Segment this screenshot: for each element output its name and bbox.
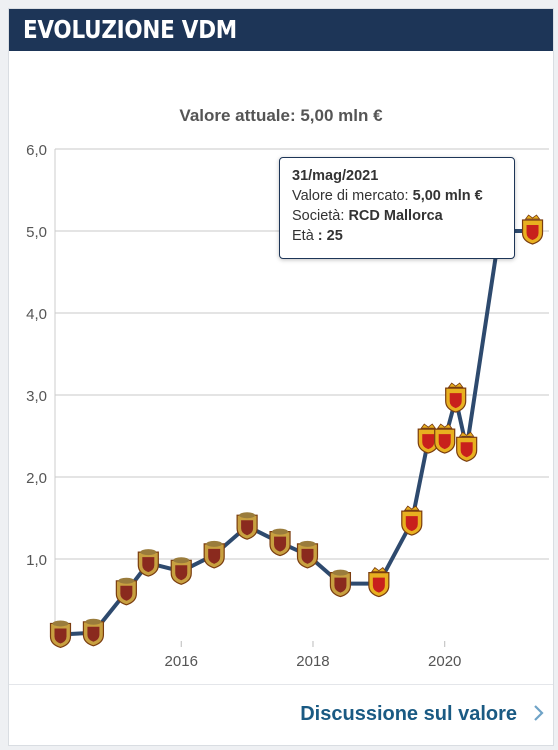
data-point[interactable] bbox=[456, 431, 478, 462]
data-point[interactable] bbox=[329, 569, 352, 598]
crest-inner bbox=[460, 442, 473, 458]
crest-inner bbox=[208, 548, 221, 564]
y-tick-label: 2,0 bbox=[26, 470, 47, 487]
tooltip-club-row: Società: RCD Mallorca bbox=[292, 206, 502, 226]
crest-inner bbox=[422, 434, 435, 450]
crest-top bbox=[85, 618, 102, 625]
crest-crown bbox=[524, 214, 541, 220]
tooltip-value-row: Valore di mercato: 5,00 mln € bbox=[292, 186, 502, 206]
crest-inner bbox=[175, 565, 188, 581]
current-value-label: Valore attuale: 5,00 mln € bbox=[179, 106, 383, 125]
data-point[interactable] bbox=[296, 540, 319, 569]
crest-crown bbox=[436, 423, 453, 429]
x-tick-label: 2018 bbox=[296, 653, 329, 670]
tooltip-value: 5,00 mln € bbox=[412, 188, 483, 204]
data-point[interactable] bbox=[269, 528, 291, 557]
crest-inner bbox=[274, 536, 287, 552]
crest-crown bbox=[403, 505, 420, 511]
market-value-card: EVOLUZIONE VDM Valore attuale: 5,00 mln … bbox=[8, 8, 554, 746]
y-tick-label: 6,0 bbox=[26, 142, 47, 159]
crest-inner bbox=[120, 585, 133, 601]
crest-crown bbox=[371, 567, 387, 572]
card-title: EVOLUZIONE VDM bbox=[23, 15, 237, 44]
data-point[interactable] bbox=[82, 618, 105, 647]
tooltip-age-label: Età bbox=[292, 228, 314, 244]
y-tick-label: 1,0 bbox=[26, 552, 47, 569]
crest-crown bbox=[420, 423, 437, 429]
crest-crown bbox=[458, 431, 475, 437]
crest-crown bbox=[447, 382, 464, 388]
crest-inner bbox=[87, 626, 100, 642]
y-tick-label: 4,0 bbox=[26, 306, 47, 323]
data-point[interactable] bbox=[417, 423, 439, 454]
crest-top bbox=[118, 577, 135, 584]
crest-inner bbox=[301, 548, 314, 564]
market-value-chart[interactable]: 1,0 2,0 3,0 4,0 5,0 6,0 2016 2018 2020 bbox=[9, 9, 555, 689]
data-point[interactable] bbox=[115, 577, 137, 606]
y-tick-label: 3,0 bbox=[26, 388, 47, 405]
tooltip-age-row: Età : 25 bbox=[292, 226, 502, 246]
data-point[interactable] bbox=[434, 423, 456, 454]
crest-top bbox=[239, 512, 256, 519]
card-header: EVOLUZIONE VDM bbox=[9, 9, 553, 51]
tooltip-club: RCD Mallorca bbox=[348, 208, 443, 224]
tooltip-value-label: Valore di mercato: bbox=[292, 188, 409, 204]
tooltip-club-label: Società: bbox=[292, 208, 345, 224]
x-tick-label: 2016 bbox=[165, 653, 198, 670]
crest-top bbox=[206, 540, 223, 547]
crest-inner bbox=[54, 628, 67, 644]
data-point[interactable] bbox=[236, 512, 258, 540]
crest-top bbox=[52, 620, 69, 627]
crest-inner bbox=[334, 577, 347, 593]
crest-top bbox=[173, 557, 190, 564]
crest-inner bbox=[241, 520, 254, 536]
crest-inner bbox=[526, 225, 539, 240]
crest-top bbox=[332, 569, 349, 576]
data-point[interactable] bbox=[445, 382, 467, 413]
data-point[interactable] bbox=[368, 567, 390, 598]
x-tick-label: 2020 bbox=[428, 653, 461, 670]
crest-inner bbox=[449, 393, 462, 409]
data-point[interactable] bbox=[521, 214, 544, 245]
value-discussion-link[interactable]: Discussione sul valore bbox=[300, 703, 517, 725]
tooltip-age-value: 25 bbox=[326, 228, 343, 244]
data-point[interactable] bbox=[401, 505, 423, 536]
crest-top bbox=[140, 549, 157, 556]
crest-inner bbox=[405, 516, 418, 532]
value-series-line bbox=[60, 229, 533, 637]
crest-top bbox=[299, 540, 316, 547]
crest-top bbox=[272, 528, 289, 535]
crest-inner bbox=[372, 577, 385, 593]
tooltip-date: 31/mag/2021 bbox=[292, 168, 379, 184]
data-point[interactable] bbox=[170, 557, 192, 585]
tooltip-age: : 25 bbox=[317, 228, 343, 244]
data-point[interactable] bbox=[203, 540, 225, 569]
crest-inner bbox=[438, 434, 451, 450]
y-tick-label: 5,0 bbox=[26, 224, 47, 241]
chart-tooltip: 31/mag/2021 Valore di mercato: 5,00 mln … bbox=[279, 157, 515, 259]
card-footer: Discussione sul valore bbox=[9, 684, 553, 745]
data-point[interactable] bbox=[137, 549, 159, 577]
data-point[interactable] bbox=[49, 620, 72, 649]
chevron-right-icon[interactable] bbox=[529, 701, 549, 725]
crest-inner bbox=[142, 557, 155, 573]
